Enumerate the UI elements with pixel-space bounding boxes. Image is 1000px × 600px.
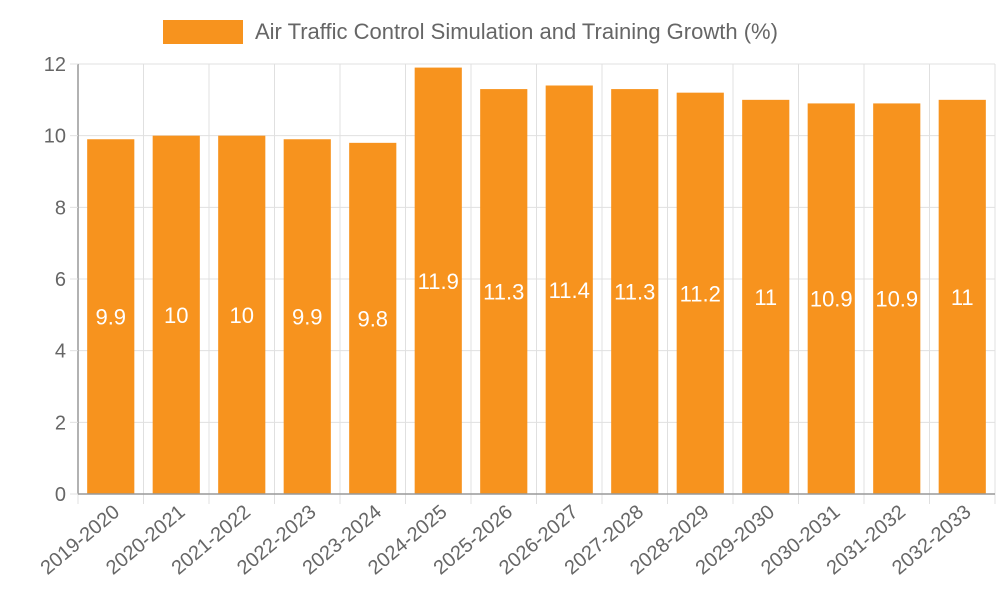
y-tick-label: 4	[55, 341, 66, 363]
bar[interactable]	[611, 89, 659, 494]
bar[interactable]	[676, 92, 724, 495]
legend[interactable]: Air Traffic Control Simulation and Train…	[163, 19, 778, 44]
bar[interactable]	[152, 135, 200, 494]
bars	[87, 67, 986, 495]
bar[interactable]	[873, 103, 921, 495]
bar-value-label: 9.9	[95, 305, 126, 330]
y-tick-label: 10	[44, 126, 66, 148]
bar-value-label: 10	[230, 303, 254, 328]
legend-label: Air Traffic Control Simulation and Train…	[255, 19, 778, 44]
bar-value-label: 11	[754, 285, 777, 310]
bar-value-label: 11	[951, 285, 974, 310]
bar[interactable]	[218, 135, 266, 494]
bar[interactable]	[283, 139, 331, 494]
legend-swatch	[163, 20, 243, 44]
bar-value-label: 11.3	[483, 280, 524, 305]
bar-value-label: 10.9	[810, 287, 853, 312]
bar-value-label: 9.8	[357, 306, 388, 331]
y-tick-label: 6	[55, 269, 66, 291]
y-tick-label: 0	[55, 484, 66, 506]
y-tick-label: 12	[44, 54, 66, 76]
gridlines	[77, 63, 996, 504]
bar[interactable]	[545, 85, 593, 495]
bar[interactable]	[480, 89, 528, 494]
y-axis-ticks: 0 2 4 6 8 10 12	[44, 54, 78, 506]
bar-value-label: 10.9	[875, 287, 918, 312]
y-tick-label: 2	[55, 412, 66, 434]
bar[interactable]	[349, 142, 397, 495]
y-tick-label: 8	[55, 197, 66, 219]
bar[interactable]	[414, 67, 462, 494]
data-labels: 9.9 10 10 9.9 9.8 11.9 11.3 11.4 11.3 11.2 11 10.9 1…	[95, 269, 973, 332]
bar-value-label: 9.9	[292, 305, 323, 330]
bar-value-label: 11.2	[680, 281, 721, 306]
bar-value-label: 11.9	[418, 269, 459, 294]
bar[interactable]	[87, 139, 135, 494]
bar[interactable]	[938, 99, 986, 494]
bar-value-label: 10	[164, 303, 188, 328]
bar[interactable]	[807, 103, 855, 495]
bar[interactable]	[742, 99, 790, 494]
x-axis-ticks: 2019-20202020-20212021-20222022-20232023…	[37, 501, 976, 579]
bar-value-label: 11.4	[549, 278, 590, 303]
bar-value-label: 11.3	[614, 280, 655, 305]
